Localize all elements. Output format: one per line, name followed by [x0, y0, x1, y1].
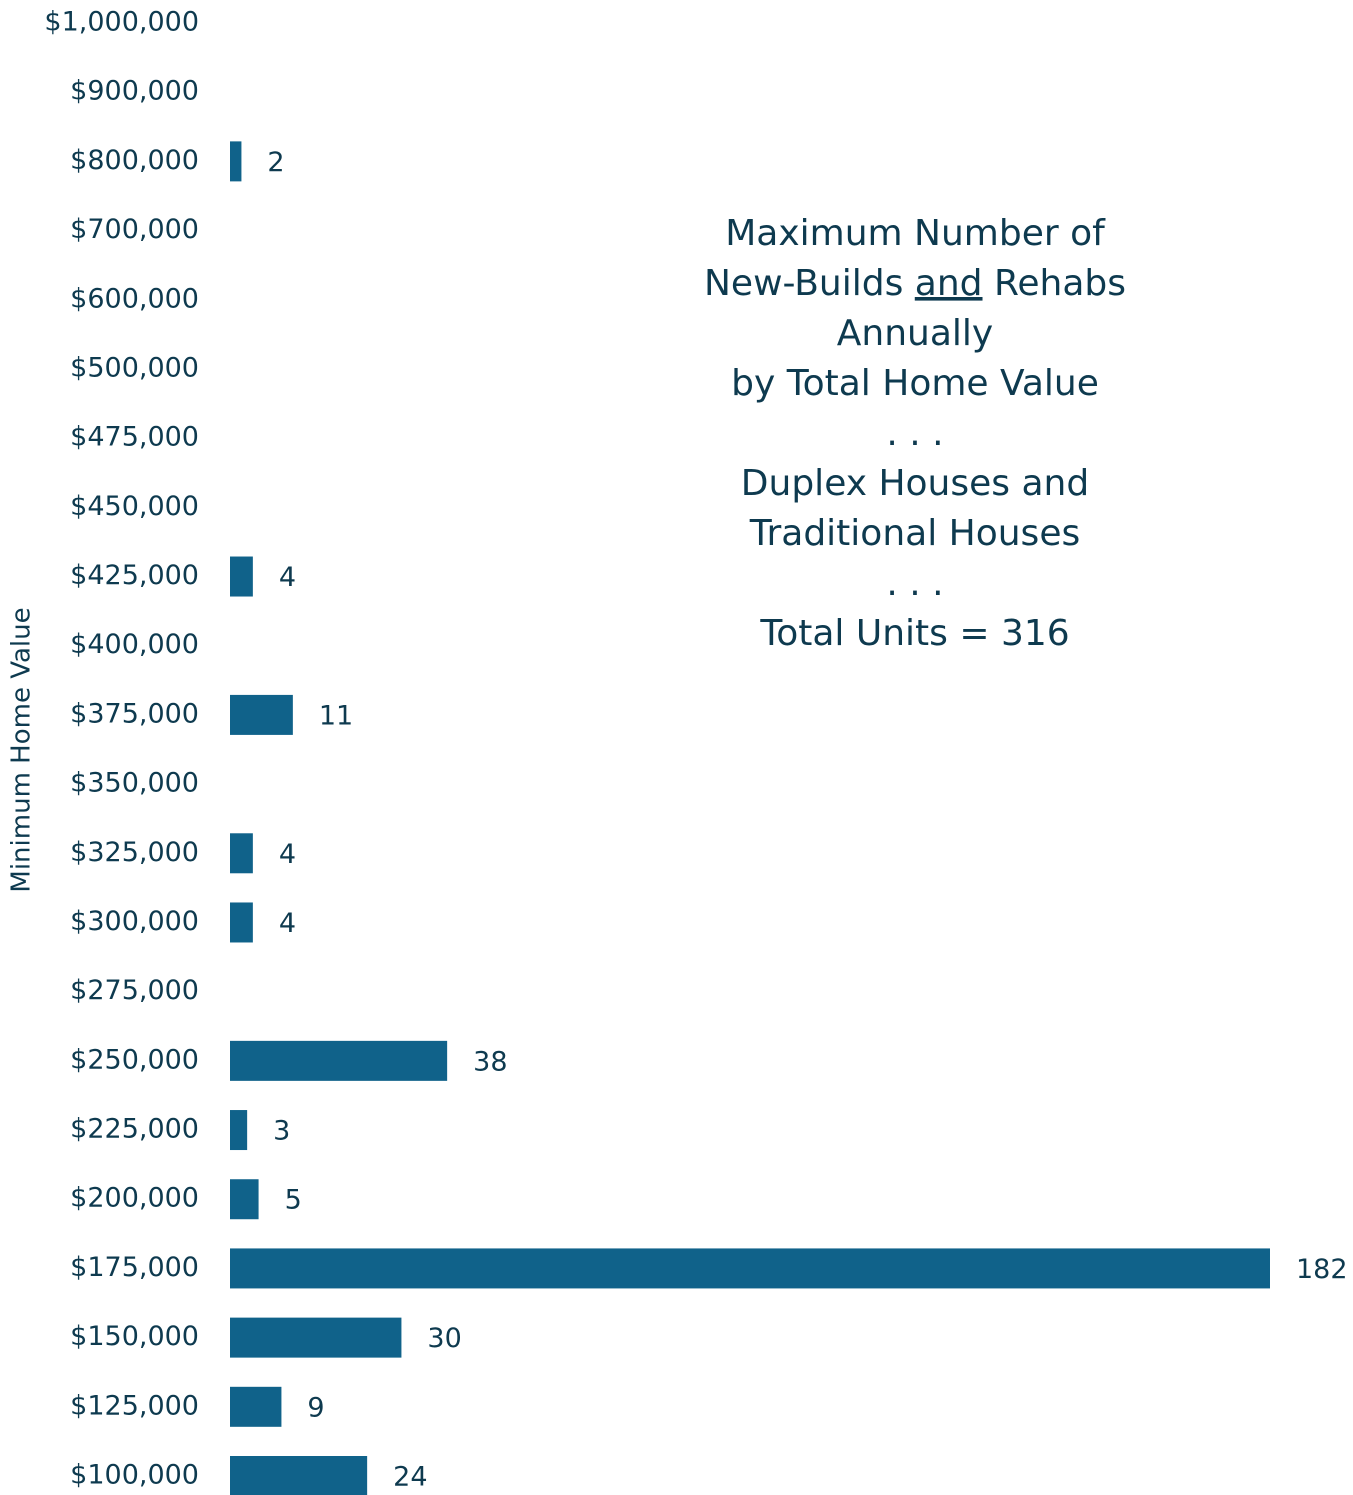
value-label: 182	[1296, 1254, 1348, 1285]
title-segment: Total Units = 316	[759, 613, 1069, 654]
y-tick-label: $275,000	[70, 975, 199, 1006]
y-tick-label: $100,000	[70, 1460, 199, 1491]
y-tick-label: $350,000	[70, 768, 199, 799]
y-tick-label: $300,000	[70, 906, 199, 937]
y-tick-label: $375,000	[70, 698, 199, 729]
y-tick-label: $175,000	[70, 1252, 199, 1283]
title-segment: by Total Home Value	[731, 363, 1099, 404]
y-tick-label: $200,000	[70, 1183, 199, 1214]
title-segment: . . .	[886, 563, 943, 604]
title-line: Duplex Houses and	[741, 463, 1089, 504]
title-segment: Traditional Houses	[749, 513, 1080, 554]
title-line: Total Units = 316	[759, 613, 1069, 654]
y-tick-label: $400,000	[70, 629, 199, 660]
title-line: Maximum Number of	[725, 213, 1106, 254]
y-tick-label: $150,000	[70, 1321, 199, 1352]
title-line: New-Builds and Rehabs	[704, 263, 1126, 304]
title-segment: Maximum Number of	[725, 213, 1106, 254]
y-tick-label: $900,000	[70, 76, 199, 107]
title-line: Traditional Houses	[749, 513, 1080, 554]
y-tick-label: $325,000	[70, 837, 199, 868]
title-segment: and	[915, 263, 983, 304]
value-label: 5	[285, 1185, 302, 1216]
title-line: . . .	[886, 563, 943, 604]
value-label: 11	[319, 700, 353, 731]
bar	[230, 1456, 368, 1495]
y-tick-label: $700,000	[70, 214, 199, 245]
y-tick-label: $475,000	[70, 422, 199, 453]
bar	[230, 833, 253, 874]
y-tick-label: $800,000	[70, 145, 199, 176]
title-line: . . .	[886, 413, 943, 454]
title-segment: Annually	[837, 313, 993, 354]
y-axis-label: Minimum Home Value	[7, 607, 37, 892]
y-tick-label: $125,000	[70, 1390, 199, 1421]
title-segment: . . .	[886, 413, 943, 454]
value-label: 38	[473, 1046, 507, 1077]
y-tick-label: $1,000,000	[44, 7, 199, 38]
value-label: 3	[273, 1116, 290, 1147]
bar	[230, 1386, 282, 1427]
title-segment: New-Builds	[704, 263, 915, 304]
bar	[230, 556, 253, 597]
bar	[230, 1248, 1270, 1289]
title-segment: Duplex Houses and	[741, 463, 1089, 504]
value-label: 30	[427, 1323, 461, 1354]
bar	[230, 141, 242, 182]
bar	[230, 1179, 259, 1220]
bar	[230, 1110, 248, 1151]
bar	[230, 902, 253, 943]
y-tick-label: $500,000	[70, 352, 199, 383]
y-tick-label: $225,000	[70, 1114, 199, 1145]
y-tick-label: $450,000	[70, 491, 199, 522]
value-label: 4	[279, 839, 296, 870]
bar	[230, 1317, 402, 1358]
y-tick-label: $250,000	[70, 1044, 199, 1075]
value-label: 24	[393, 1462, 427, 1493]
value-label: 4	[279, 908, 296, 939]
bar	[230, 1040, 448, 1081]
title-segment: Rehabs	[983, 263, 1126, 304]
y-tick-label: $600,000	[70, 283, 199, 314]
y-tick-label: $425,000	[70, 560, 199, 591]
value-label: 4	[279, 562, 296, 593]
bar	[230, 694, 293, 735]
title-line: by Total Home Value	[731, 363, 1099, 404]
value-label: 9	[307, 1392, 324, 1423]
value-label: 2	[267, 147, 284, 178]
title-line: Annually	[837, 313, 993, 354]
